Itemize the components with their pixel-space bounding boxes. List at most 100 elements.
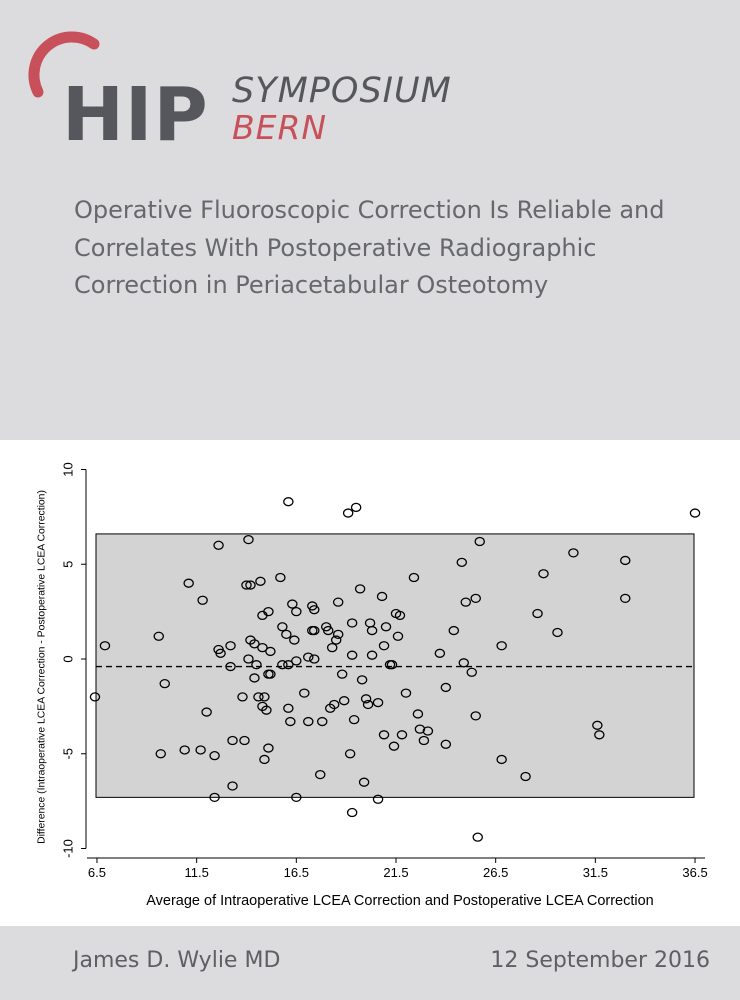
data-point [380, 622, 392, 632]
y-tick-label: -5 [61, 748, 76, 760]
logo-hip-text: HIP [62, 72, 209, 158]
data-point [348, 714, 360, 725]
data-point [448, 625, 460, 636]
logo-bern-text: BERN [232, 108, 328, 147]
data-point [249, 673, 260, 683]
data-point [195, 745, 206, 755]
x-tick-label: 26.5 [483, 865, 508, 880]
data-point [251, 660, 262, 670]
data-point [386, 660, 398, 670]
data-point [255, 576, 266, 586]
data-point [362, 699, 374, 710]
data-point [346, 807, 358, 818]
data-point [378, 730, 390, 740]
data-point [215, 648, 226, 658]
data-point [309, 654, 320, 664]
data-point [552, 627, 563, 638]
data-point [460, 597, 472, 607]
data-point [243, 654, 254, 664]
data-point [394, 610, 406, 621]
logo-symposium-text: SYMPOSIUM [232, 71, 452, 111]
data-point [456, 557, 468, 567]
logo-arc-icon [28, 31, 100, 98]
data-point [520, 771, 531, 782]
data-point [314, 769, 326, 780]
data-point [474, 536, 485, 547]
data-point [259, 692, 270, 702]
data-point [350, 502, 362, 513]
x-tick-label: 31.5 [583, 865, 608, 880]
data-point [289, 635, 300, 645]
data-point [338, 696, 350, 706]
data-point [283, 660, 294, 670]
hip-symposium-logo: HIP SYMPOSIUM BERN [20, 22, 480, 152]
data-point [249, 639, 260, 649]
data-point [332, 629, 344, 640]
data-point [322, 625, 334, 636]
data-point [470, 711, 481, 721]
data-point [400, 688, 412, 698]
data-point [179, 745, 190, 755]
data-point [239, 735, 250, 746]
data-point [408, 572, 420, 583]
data-point [281, 629, 292, 640]
data-point [330, 635, 342, 645]
data-point [466, 667, 478, 677]
data-point [316, 716, 328, 727]
data-point [209, 751, 220, 761]
data-point [265, 669, 276, 679]
data-point [275, 572, 286, 583]
data-point [328, 699, 340, 710]
data-point [309, 605, 320, 615]
page-title: Operative Fluoroscopic Correction Is Rel… [74, 196, 665, 299]
data-point [620, 555, 631, 566]
x-tick-label: 21.5 [383, 865, 408, 880]
data-point [159, 678, 170, 689]
data-point [237, 692, 248, 702]
x-ticks: 6.5 11.5 16.5 21.5 26.5 31.5 36.5 [88, 858, 708, 880]
data-point [378, 641, 390, 651]
data-point [299, 688, 310, 698]
data-point [263, 743, 274, 753]
data-point [396, 730, 408, 740]
data-point [372, 794, 384, 804]
data-point [336, 669, 348, 679]
data-point [245, 580, 256, 590]
x-axis-label: Average of Intraoperative LCEA Correctio… [146, 893, 654, 909]
data-point [414, 724, 426, 734]
data-point [346, 650, 358, 660]
data-point [197, 595, 208, 605]
data-point [594, 730, 605, 740]
data-point [283, 497, 294, 507]
data-point [458, 658, 470, 668]
data-point [261, 705, 272, 715]
data-point [99, 641, 111, 651]
data-point [285, 716, 296, 727]
data-point [227, 781, 238, 791]
data-points [89, 497, 701, 842]
y-tick-label: 10 [61, 462, 76, 476]
data-point [257, 642, 268, 653]
data-point [291, 656, 302, 666]
data-point [287, 599, 298, 609]
y-tick-label: 5 [61, 561, 76, 568]
y-axis-label: Difference (Intraoperative LCEA Correcti… [37, 490, 48, 844]
data-point [440, 739, 452, 749]
data-point [183, 578, 194, 588]
data-point [277, 660, 288, 670]
bland-altman-chart: 6.5 11.5 16.5 21.5 26.5 31.5 36.5 10 5 0 -5 -10 Av… [0, 440, 740, 926]
data-point [291, 792, 302, 803]
data-point [243, 534, 254, 545]
data-point [376, 591, 388, 602]
data-point [356, 675, 368, 685]
data-point [470, 593, 481, 604]
x-tick-label: 36.5 [682, 865, 707, 880]
data-point [354, 584, 366, 594]
data-point [592, 720, 603, 730]
data-point [418, 735, 430, 746]
data-point [241, 580, 252, 590]
data-point [538, 569, 549, 579]
data-point [388, 741, 400, 751]
data-point [309, 625, 320, 636]
data-point [89, 692, 101, 702]
